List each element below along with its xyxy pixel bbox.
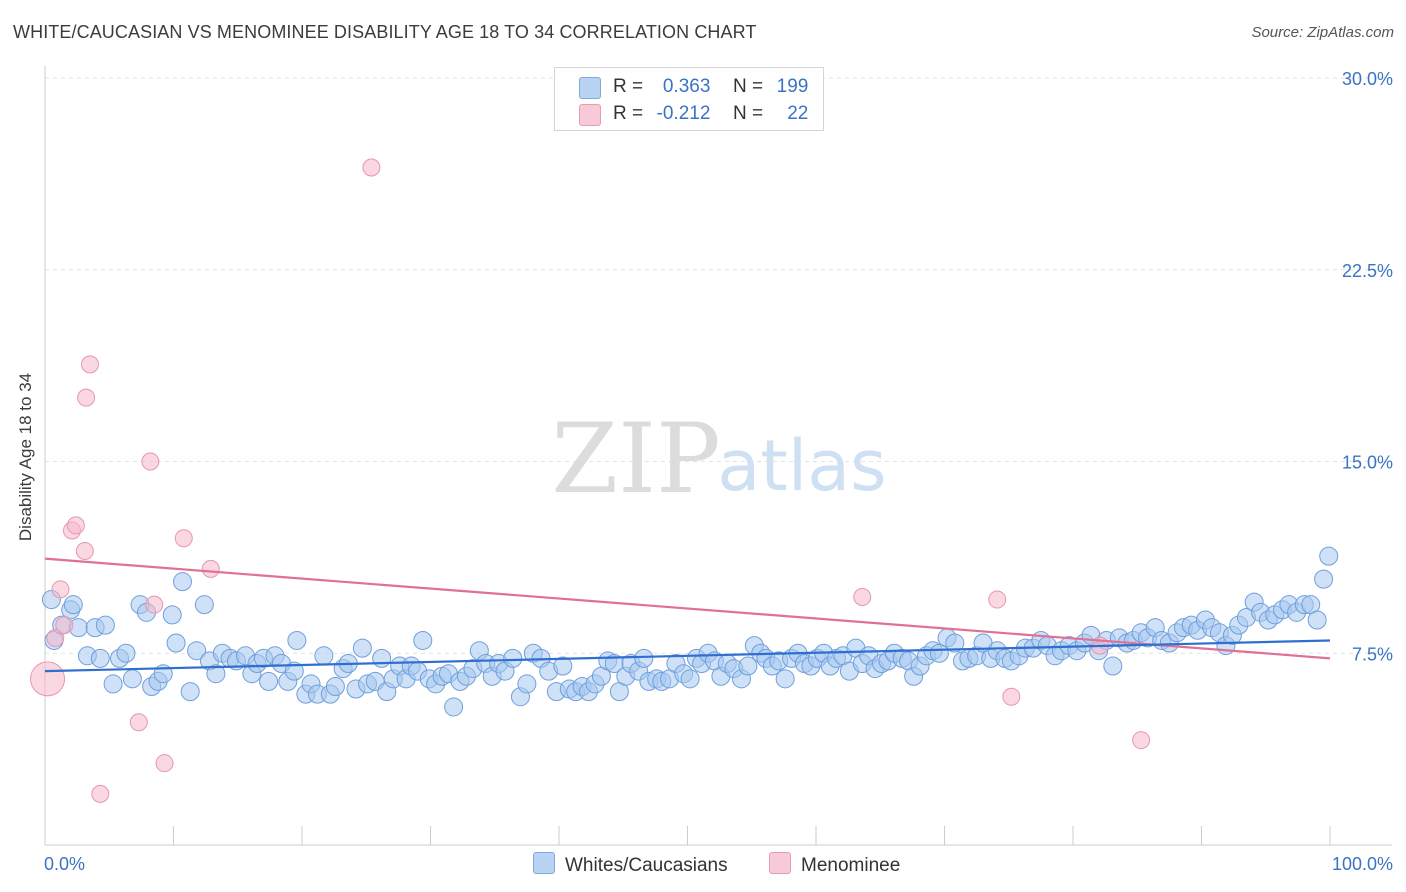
data-point-whites	[194, 595, 214, 615]
data-point-menominee	[1132, 731, 1151, 750]
bottom-legend-menominee: Menominee	[769, 852, 900, 877]
bottom-legend-label: Menominee	[801, 855, 901, 876]
legend-r-label: R =	[613, 103, 644, 124]
data-point-menominee	[75, 541, 94, 560]
data-point-whites	[413, 630, 433, 650]
data-point-whites	[1103, 656, 1123, 676]
watermark-atlas: atlas	[717, 425, 886, 507]
data-point-whites	[63, 595, 83, 615]
grid-lines	[45, 77, 1392, 654]
data-point-whites	[680, 669, 700, 689]
data-point-menominee	[155, 754, 174, 773]
y-axis-label: Disability Age 18 to 34	[16, 372, 35, 542]
data-point-whites	[738, 656, 758, 676]
data-point-whites	[634, 648, 654, 668]
data-point-menominee	[46, 628, 65, 647]
data-point-whites	[444, 697, 464, 717]
watermark: ZIP atlas	[551, 403, 886, 515]
data-point-menominee	[201, 559, 220, 578]
bottom-legend-whites: Whites/Caucasians	[533, 852, 728, 877]
data-point-whites	[1319, 546, 1339, 566]
legend-n-value: 199	[776, 76, 809, 97]
bottom-legend-label: Whites/Caucasians	[565, 855, 728, 876]
data-point-menominee	[91, 784, 110, 803]
watermark-zip: ZIP	[551, 403, 720, 515]
data-point-whites	[90, 648, 110, 668]
data-point-menominee	[141, 452, 160, 471]
legend-swatch-blue	[579, 77, 601, 99]
x-tick-label: 0.0%	[44, 854, 85, 874]
legend-n-label: N =	[732, 103, 764, 124]
y-tick-label: 15.0%	[1342, 453, 1393, 473]
data-point-whites	[122, 669, 142, 689]
data-point-menominee	[80, 355, 99, 374]
y-tick-label: 7.5%	[1352, 644, 1393, 664]
data-point-whites	[287, 630, 307, 650]
data-point-menominee	[362, 158, 381, 177]
legend-n-value: 22	[787, 103, 809, 124]
data-point-whites	[95, 615, 115, 635]
data-point-whites	[314, 646, 334, 666]
data-point-menominee	[66, 516, 85, 535]
x-tick-label: 100.0%	[1332, 854, 1393, 874]
data-point-menominee	[55, 616, 74, 635]
data-point-whites	[352, 638, 372, 658]
axes	[44, 66, 1392, 846]
legend-r-value: -0.212	[656, 103, 711, 124]
data-point-menominee	[51, 580, 70, 599]
bottom-swatch-pink	[769, 852, 791, 874]
data-point-whites	[1314, 569, 1334, 589]
data-point-whites	[180, 682, 200, 702]
data-point-whites	[162, 605, 182, 625]
data-point-whites	[206, 664, 226, 684]
data-point-whites	[553, 656, 573, 676]
data-point-whites	[325, 676, 345, 696]
data-point-menominee	[1002, 687, 1021, 706]
legend-r-value: 0.363	[662, 76, 711, 97]
source-label: Source: ZipAtlas.com	[1251, 24, 1394, 41]
legend-swatch-pink	[579, 104, 601, 126]
data-point-whites	[172, 572, 192, 592]
data-point-whites	[116, 643, 136, 663]
chart-title: WHITE/CAUCASIAN VS MENOMINEE DISABILITY …	[13, 22, 757, 42]
data-point-whites	[775, 669, 795, 689]
y-tick-label: 30.0%	[1342, 69, 1393, 89]
data-point-menominee	[30, 661, 66, 697]
data-point-whites	[259, 671, 279, 691]
data-point-whites	[517, 674, 537, 694]
data-point-menominee	[145, 595, 164, 614]
bottom-swatch-blue	[533, 852, 555, 874]
data-point-whites	[166, 633, 186, 653]
series-menominee	[30, 158, 1151, 803]
trend-line-whites	[44, 639, 1331, 673]
trend-line-menominee	[44, 557, 1331, 660]
trend-lines	[44, 557, 1331, 673]
data-point-whites	[103, 674, 123, 694]
data-point-menominee	[129, 713, 148, 732]
axis-labels: 7.5% 15.0% 22.5% 30.0% 0.0% 100.0%	[44, 69, 1393, 874]
data-point-whites	[503, 648, 523, 668]
data-point-whites	[945, 633, 965, 653]
data-point-menominee	[853, 588, 872, 607]
legend-n-label: N =	[732, 76, 764, 97]
series-whites	[41, 546, 1339, 717]
data-point-whites	[1307, 610, 1327, 630]
data-point-whites	[284, 661, 304, 681]
data-point-whites	[187, 641, 207, 661]
y-tick-label: 22.5%	[1342, 261, 1393, 281]
data-point-menominee	[988, 590, 1007, 609]
stats-legend: R = 0.363 N = 199 R = -0.212 N = 22	[554, 67, 824, 131]
data-point-menominee	[174, 529, 193, 548]
legend-r-label: R =	[613, 76, 644, 97]
data-point-whites	[372, 648, 392, 668]
data-point-menominee	[77, 388, 96, 407]
